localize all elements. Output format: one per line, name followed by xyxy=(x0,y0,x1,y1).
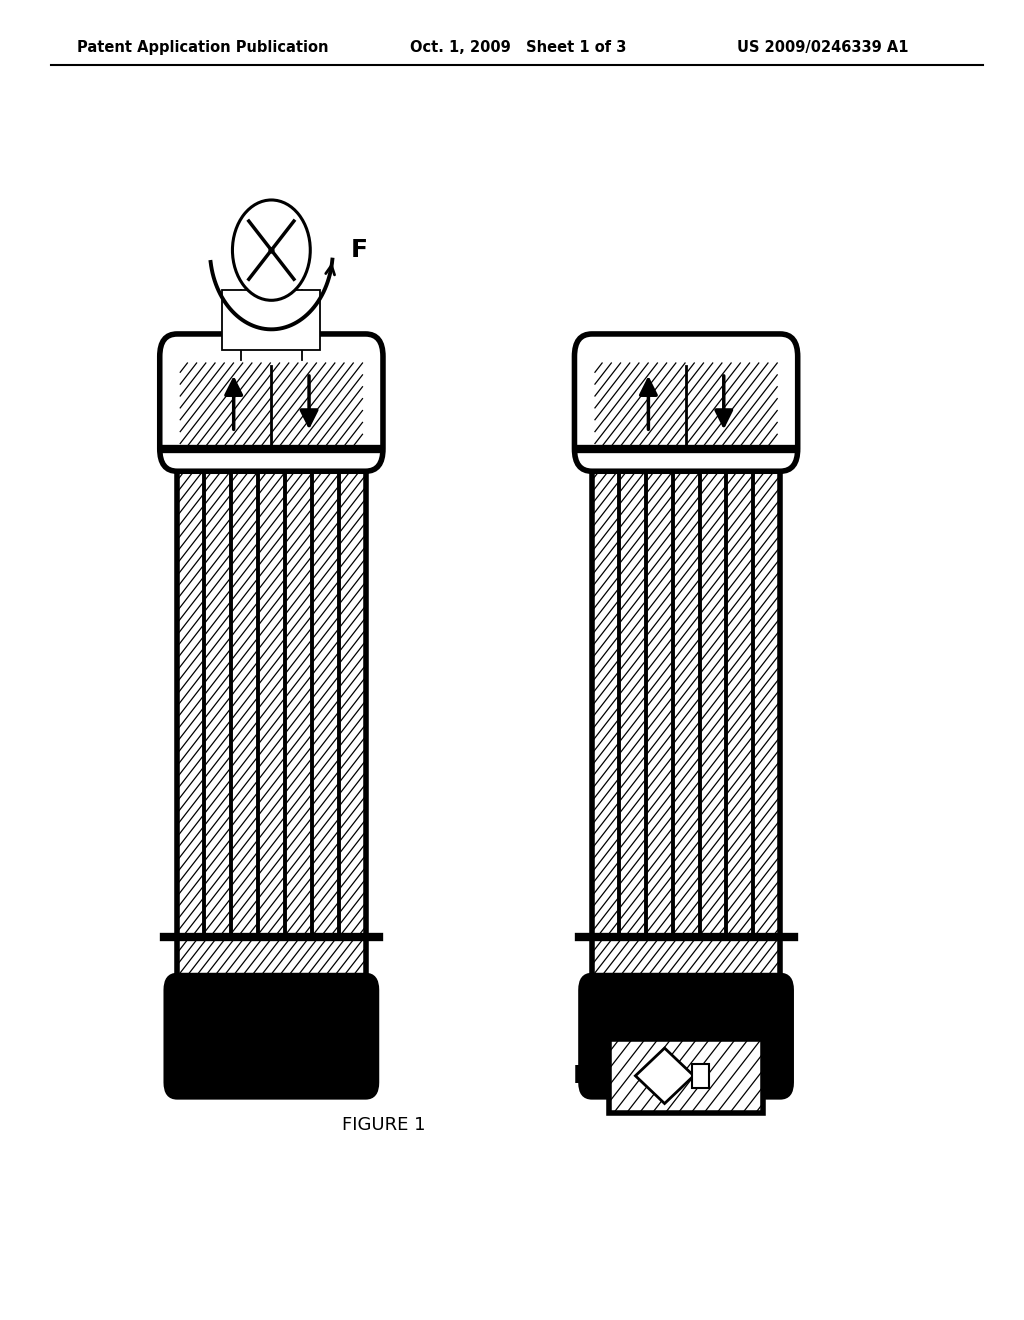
Bar xyxy=(609,1039,763,1113)
Bar xyxy=(222,290,321,350)
Bar xyxy=(177,449,366,937)
Circle shape xyxy=(232,199,310,301)
Bar xyxy=(177,937,366,990)
Bar xyxy=(177,449,366,937)
Bar xyxy=(177,937,366,990)
FancyBboxPatch shape xyxy=(580,974,793,1098)
FancyBboxPatch shape xyxy=(160,334,383,471)
Polygon shape xyxy=(635,1048,694,1104)
Text: Patent Application Publication: Patent Application Publication xyxy=(77,41,329,55)
FancyBboxPatch shape xyxy=(574,334,798,471)
Bar xyxy=(592,937,780,990)
Bar xyxy=(592,937,780,990)
Text: Oct. 1, 2009   Sheet 1 of 3: Oct. 1, 2009 Sheet 1 of 3 xyxy=(410,41,626,55)
Text: FIGURE 1: FIGURE 1 xyxy=(342,1115,426,1134)
Bar xyxy=(592,449,780,937)
Text: US 2009/0246339 A1: US 2009/0246339 A1 xyxy=(737,41,908,55)
Text: P: P xyxy=(572,1064,591,1088)
Bar xyxy=(609,1039,763,1113)
Text: F: F xyxy=(351,238,369,263)
FancyBboxPatch shape xyxy=(165,974,378,1098)
Bar xyxy=(592,449,780,937)
Bar xyxy=(692,1064,709,1088)
